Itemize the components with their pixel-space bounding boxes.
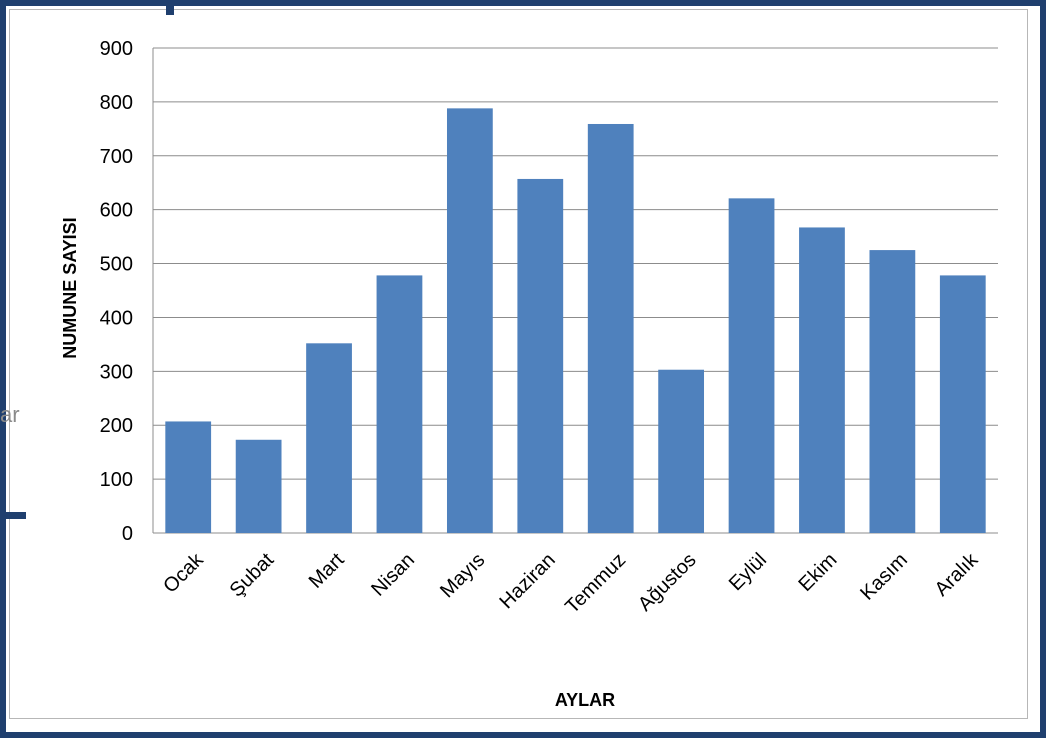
x-tick-label: Eylül (725, 549, 771, 595)
x-tick-label: Ekim (795, 549, 842, 596)
x-tick-label: Kasım (856, 549, 912, 605)
x-tick-label: Ocak (159, 548, 208, 597)
bar-mayıs (446, 108, 493, 533)
y-tick-label: 900 (100, 38, 133, 60)
bars (165, 108, 986, 534)
bar-haziran (517, 178, 564, 533)
x-tick-label: Şubat (226, 549, 279, 602)
y-tick-label: 400 (100, 307, 133, 329)
frame-marker-left (0, 512, 26, 519)
x-tick-labels: Ocak Şubat Mart Nisan Mayıs Haziran Temmuz Ağus… (159, 548, 983, 618)
x-tick-label: Temmuz (561, 549, 630, 618)
bar-aralık (939, 275, 986, 533)
frame-marker-top (166, 0, 174, 15)
y-tick-label: 600 (100, 200, 133, 222)
x-axis-title: AYLAR (555, 690, 615, 710)
bar-ocak (165, 421, 212, 533)
bar-şubat (235, 439, 282, 533)
x-tick-label: Mart (305, 549, 349, 593)
bar-mart (306, 343, 352, 533)
x-tick-label: Haziran (496, 549, 560, 613)
y-tick-label: 500 (100, 254, 133, 276)
y-tick-label: 800 (100, 92, 133, 114)
y-tick-labels: 0 100 200 300 400 500 600 700 800 900 (100, 38, 133, 545)
stray-text: ar (0, 402, 20, 427)
x-tick-label: Mayıs (436, 549, 489, 602)
bar-ekim (799, 227, 845, 533)
x-tick-label: Ağustos (634, 549, 701, 616)
bar-eylül (728, 198, 775, 533)
gridlines (152, 47, 998, 534)
y-tick-label: 100 (100, 469, 133, 491)
y-tick-label: 200 (100, 415, 133, 437)
bar-nisan (376, 275, 423, 533)
y-tick-label: 300 (100, 361, 133, 383)
bar-ağustos (658, 369, 705, 533)
x-tick-label: Aralık (931, 548, 983, 600)
y-axis-title: NUMUNE SAYISI (60, 217, 80, 358)
bar-kasım (869, 250, 916, 534)
y-tick-label: 700 (100, 146, 133, 168)
x-tick-label: Nisan (367, 549, 419, 601)
bar-temmuz (587, 123, 634, 533)
y-tick-label: 0 (122, 523, 133, 545)
